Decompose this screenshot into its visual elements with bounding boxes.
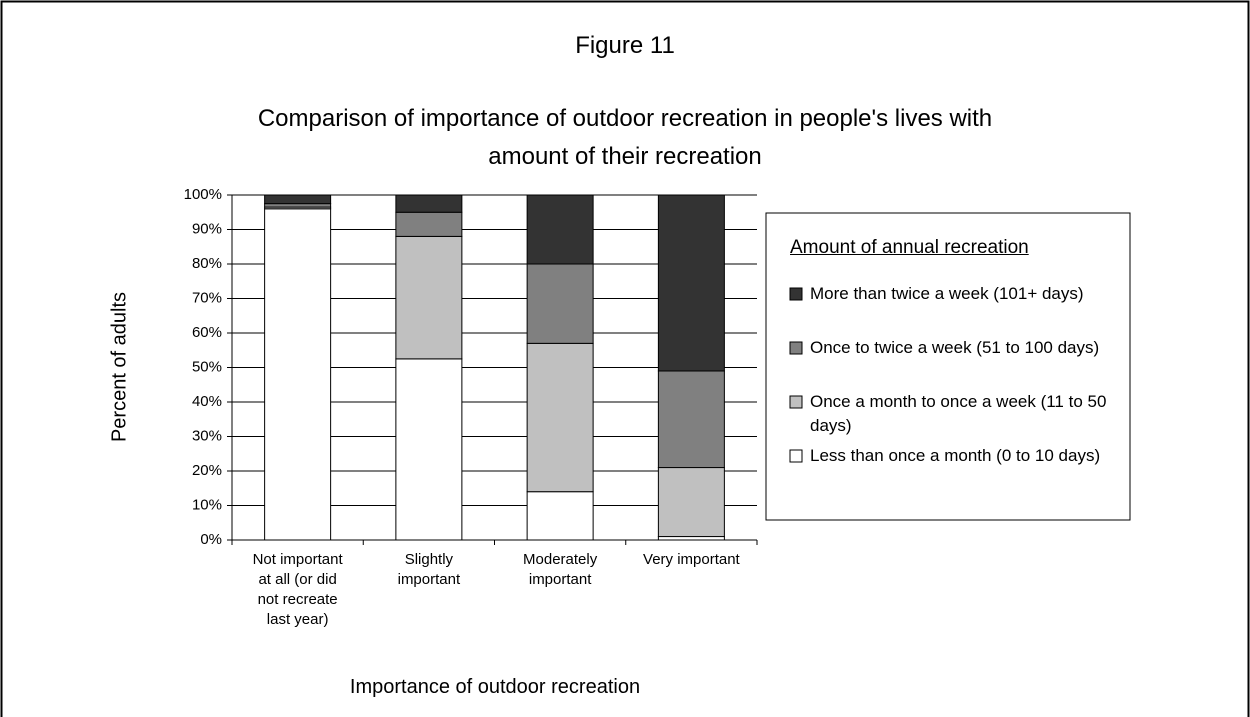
bar-segment: [395, 211, 463, 237]
legend-title: Amount of annual recreation: [790, 237, 1029, 258]
bar-segment: [657, 370, 725, 469]
legend-label: Once to twice a week (51 to 100 days): [810, 338, 1100, 357]
bar-segment: [657, 467, 725, 538]
y-tick-label: 20%: [192, 462, 222, 479]
legend-swatch: [789, 395, 803, 409]
y-tick-label: 50%: [192, 358, 222, 375]
bar-segment: [264, 208, 332, 541]
bar-segment: [657, 536, 725, 541]
legend-swatch: [789, 449, 803, 463]
chart-title: Comparison of importance of outdoor recr…: [257, 105, 993, 170]
bar-segment: [264, 203, 332, 208]
y-tick-label: 60%: [192, 324, 222, 341]
y-tick-label: 0%: [200, 531, 222, 548]
x-tick-label: Very important: [643, 551, 740, 568]
y-tick-label: 40%: [192, 393, 222, 410]
bar-segment: [526, 263, 594, 344]
figure-label: Figure 11: [575, 32, 675, 59]
bar-segment: [526, 194, 594, 265]
x-tick-label: Moderately important: [523, 551, 598, 588]
bar-segment: [526, 491, 594, 541]
y-tick-label: 90%: [192, 220, 222, 237]
bar-segment: [395, 194, 463, 213]
legend-label: More than twice a week (101+ days): [810, 284, 1084, 303]
legend-box: [765, 212, 1131, 521]
legend-swatch: [789, 341, 803, 355]
y-tick-label: 70%: [192, 289, 222, 306]
x-tick-label: Slightly important: [397, 551, 461, 588]
bar-segment: [526, 342, 594, 493]
y-tick-label: 80%: [192, 255, 222, 272]
bar-segment: [395, 358, 463, 541]
y-tick-label: 100%: [184, 186, 222, 203]
y-axis-label: Percent of adults: [108, 292, 130, 442]
y-tick-label: 10%: [192, 496, 222, 513]
legend-label: Once a month to once a week (11 to 50 da…: [810, 392, 1107, 435]
x-tick-label: Not important at all (or did not recreat…: [252, 551, 343, 628]
legend-swatch: [789, 287, 803, 301]
y-tick-label: 30%: [192, 427, 222, 444]
x-axis-label: Importance of outdoor recreation: [349, 676, 641, 698]
bar-segment: [395, 235, 463, 360]
legend-label: Less than once a month (0 to 10 days): [810, 446, 1101, 465]
bar-segment: [264, 194, 332, 205]
bar-segment: [657, 194, 725, 372]
